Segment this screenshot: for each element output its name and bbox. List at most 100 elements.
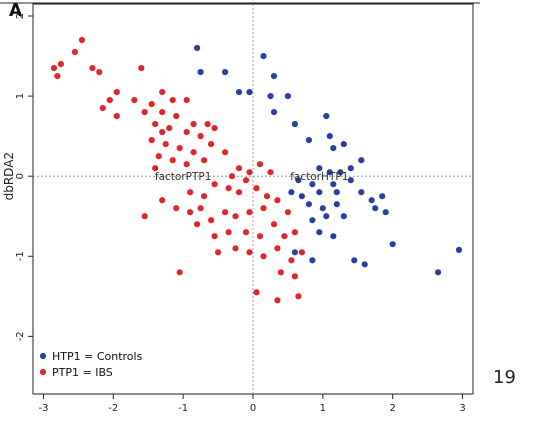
ibs-point bbox=[232, 213, 239, 220]
ibs-point bbox=[208, 217, 215, 224]
control-point bbox=[295, 177, 302, 184]
ibs-point bbox=[190, 121, 197, 128]
ibs-point bbox=[263, 193, 271, 200]
control-point bbox=[351, 257, 358, 264]
zero-lines bbox=[33, 4, 473, 394]
ibs-point bbox=[89, 65, 96, 72]
control-point bbox=[330, 181, 337, 188]
control-point bbox=[368, 197, 375, 204]
control-point bbox=[323, 213, 330, 220]
ibs-point bbox=[201, 193, 208, 200]
control-point bbox=[194, 44, 201, 52]
y-tick-label: -1 bbox=[15, 251, 26, 261]
ibs-point bbox=[242, 229, 250, 236]
ibs-point bbox=[162, 141, 169, 148]
control-point bbox=[298, 193, 305, 200]
x-tick-label: -2 bbox=[108, 403, 118, 414]
ibs-point bbox=[190, 149, 197, 156]
y-tick-label: 2 bbox=[15, 13, 26, 19]
control-point bbox=[347, 177, 354, 184]
ibs-point bbox=[291, 273, 298, 280]
panel-letter: A bbox=[9, 1, 23, 21]
control-point bbox=[330, 233, 337, 240]
ibs-point bbox=[159, 129, 166, 136]
y-tick-label: 0 bbox=[15, 173, 26, 179]
ibs-point bbox=[253, 185, 260, 192]
ibs-point bbox=[225, 229, 232, 236]
ibs-point bbox=[211, 181, 218, 188]
control-point bbox=[270, 109, 278, 116]
legend-marker bbox=[39, 368, 47, 376]
control-point bbox=[270, 73, 278, 80]
y-axis: -2 -1 0 1 2 bbox=[15, 13, 33, 341]
ibs-point bbox=[148, 137, 155, 144]
x-tick-label: -1 bbox=[178, 403, 188, 414]
ibs-point bbox=[187, 189, 194, 196]
ibs-point bbox=[267, 169, 274, 176]
ibs-point bbox=[141, 109, 148, 116]
ibs-point bbox=[141, 213, 148, 220]
ibs-point bbox=[138, 65, 145, 72]
control-point bbox=[267, 93, 274, 100]
ibs-point bbox=[71, 48, 78, 56]
control-point bbox=[235, 89, 243, 96]
factor-htp1-label: factorHTP1 bbox=[290, 171, 348, 183]
control-point bbox=[284, 93, 291, 100]
ibs-point bbox=[173, 205, 180, 212]
ibs-point bbox=[215, 249, 222, 256]
ibs-point bbox=[288, 257, 295, 264]
x-tick-label: -3 bbox=[38, 403, 48, 414]
ibs-point bbox=[222, 149, 229, 156]
control-point bbox=[358, 157, 365, 164]
ibs-point bbox=[131, 97, 138, 104]
ibs-point bbox=[235, 165, 243, 172]
legend-marker bbox=[39, 352, 47, 360]
control-point bbox=[260, 53, 267, 60]
legend-label: PTP1 = IBS bbox=[52, 366, 113, 379]
ibs-point bbox=[281, 233, 288, 240]
ibs-point bbox=[99, 105, 106, 112]
plot-frame bbox=[32, 3, 474, 395]
ibs-point bbox=[211, 233, 218, 240]
ibs-point bbox=[113, 113, 120, 120]
ibs-point bbox=[176, 269, 183, 276]
ibs-point bbox=[152, 165, 159, 172]
control-point bbox=[333, 201, 340, 208]
control-point bbox=[305, 137, 312, 144]
control-point bbox=[358, 189, 365, 196]
x-tick-label: 3 bbox=[459, 403, 465, 414]
ibs-point bbox=[159, 89, 166, 96]
control-point bbox=[326, 133, 333, 140]
control-point bbox=[291, 249, 298, 256]
control-point bbox=[340, 141, 347, 148]
control-point bbox=[309, 257, 316, 264]
ibs-point bbox=[197, 205, 204, 212]
ibs-point bbox=[270, 221, 278, 228]
ibs-point bbox=[298, 249, 305, 256]
control-point bbox=[197, 69, 204, 76]
ibs-point bbox=[187, 209, 194, 216]
control-point bbox=[246, 89, 253, 96]
ibs-point bbox=[235, 189, 243, 196]
control-point bbox=[340, 213, 347, 220]
control-point bbox=[305, 201, 312, 208]
control-point bbox=[337, 169, 344, 176]
control-point bbox=[372, 205, 379, 212]
x-tick-label: 0 bbox=[250, 403, 256, 414]
y-tick-label: 1 bbox=[15, 93, 26, 99]
ibs-point bbox=[208, 141, 215, 148]
y-tick-label: -2 bbox=[15, 331, 26, 341]
control-point bbox=[291, 121, 298, 128]
ibs-point bbox=[274, 197, 281, 204]
ibs-point bbox=[176, 145, 183, 152]
factor-ptp1-label: factorPTP1 bbox=[155, 171, 212, 183]
ibs-point bbox=[183, 161, 190, 168]
ibs-point bbox=[113, 89, 120, 96]
control-point bbox=[347, 165, 354, 172]
ibs-point bbox=[173, 113, 180, 120]
x-tick-label: 1 bbox=[320, 403, 326, 414]
ibs-point bbox=[246, 169, 253, 176]
data-points bbox=[50, 36, 463, 304]
ibs-point bbox=[54, 73, 61, 80]
ibs-point bbox=[225, 185, 232, 192]
